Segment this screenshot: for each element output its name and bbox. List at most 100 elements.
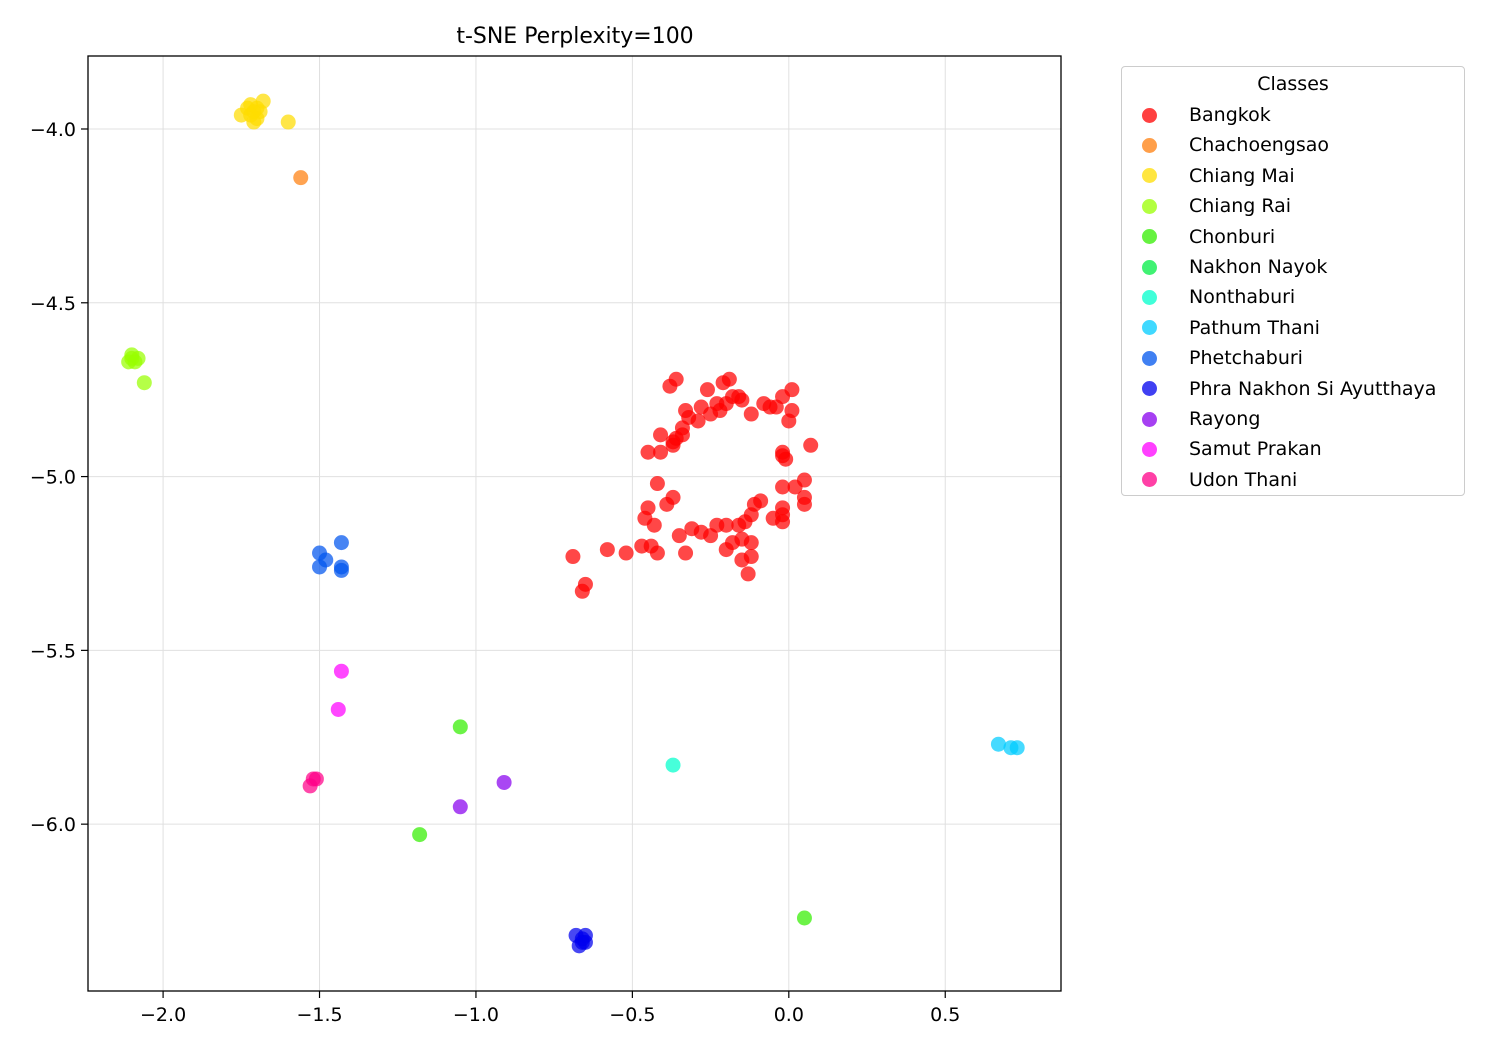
legend-label: Nakhon Nayok [1189,256,1328,278]
data-point [649,476,665,492]
x-tick-label: −2.0 [140,1004,186,1026]
data-point [565,549,581,565]
data-point [671,528,687,544]
data-point [796,910,812,926]
legend-item: Phetchaburi [1142,344,1303,372]
data-point [312,559,328,575]
data-point [674,420,690,436]
legend-marker [1142,198,1157,214]
data-point [781,413,797,429]
legend-marker [1142,350,1157,366]
data-point [775,448,791,464]
legend-item: Rayong [1142,405,1260,433]
data-point [1009,740,1025,756]
legend-label: Rayong [1189,408,1261,430]
legend-marker [1142,441,1157,457]
data-point [255,93,271,109]
data-point [768,399,784,415]
legend-marker [1142,289,1157,305]
data-point [333,535,349,551]
data-point [136,375,152,391]
data-point [775,479,791,495]
data-point [649,545,665,561]
legend-item: Udon Thani [1142,466,1297,494]
x-tick-label: −1.0 [453,1004,499,1026]
data-point [665,437,681,453]
legend-label: Chiang Rai [1189,195,1292,218]
data-point [333,562,349,578]
data-point [302,778,318,794]
legend-label: Udon Thani [1189,468,1298,491]
data-point [452,719,468,735]
legend-marker [1142,168,1157,184]
data-point [740,566,756,582]
data-point [646,517,662,533]
y-tick-label: −4.0 [30,119,76,141]
data-point [618,545,634,561]
data-point [599,542,615,558]
data-point [653,427,669,443]
legend-label: Bangkok [1189,104,1271,126]
data-point [753,493,769,509]
data-point [796,496,812,512]
data-point [731,517,747,533]
legend-item: Nakhon Nayok [1142,253,1327,281]
legend-item: Chachoengsao [1142,131,1329,159]
legend: Classes Bangkok Chachoengsao Chiang Mai Chi… [1121,66,1465,496]
y-tick-label: −6.0 [30,814,76,836]
data-point [775,514,791,530]
data-point [743,406,759,422]
x-axis-ticks: −2.0 −1.5 −1.0 −0.5 0.0 0.5 [140,991,960,1026]
legend-marker [1142,107,1157,123]
y-tick-label: −4.5 [30,293,76,315]
legend-label: Nonthaburi [1189,286,1296,309]
data-point [784,382,800,398]
data-point [280,114,296,130]
legend-marker [1142,472,1157,488]
legend-label: Phetchaburi [1189,347,1303,370]
legend-title: Classes [1257,73,1329,95]
data-point [243,107,259,123]
data-point [574,934,590,950]
data-point [124,350,140,366]
legend-label: Chiang Mai [1189,164,1295,187]
data-point [653,444,669,460]
data-point [293,170,309,186]
data-point [496,774,512,790]
data-point [412,827,428,843]
data-point [699,382,715,398]
legend-item: Nonthaburi [1142,283,1295,311]
y-tick-label: −5.0 [30,467,76,489]
legend-item: Samut Prakan [1142,435,1322,463]
data-point [734,392,750,408]
legend-marker [1142,411,1157,427]
data-point [678,545,694,561]
legend-item: Pathum Thani [1142,314,1320,342]
legend-marker [1142,259,1157,275]
y-axis-ticks: −4.0 −4.5 −5.0 −5.5 −6.0 [30,119,88,836]
grid [88,56,1061,991]
legend-item: Chiang Rai [1142,192,1291,220]
data-point [330,701,346,717]
legend-marker [1142,381,1157,397]
legend-item: Chiang Mai [1142,162,1295,190]
x-tick-label: 0.5 [930,1004,960,1026]
y-tick-label: −5.5 [30,640,76,662]
legend-label: Chachoengsao [1189,134,1330,157]
legend-marker [1142,137,1157,153]
x-tick-label: −0.5 [609,1004,655,1026]
x-tick-label: 0.0 [774,1004,804,1026]
data-point [690,413,706,429]
legend-item: Phra Nakhon Si Ayutthaya [1142,375,1436,403]
legend-label: Chonburi [1189,225,1276,248]
data-point [734,552,750,568]
data-point [796,472,812,488]
data-point [333,663,349,679]
legend-item: Bangkok [1142,101,1271,129]
data-point [665,757,681,773]
data-points [121,93,1025,954]
x-tick-label: −1.5 [296,1004,342,1026]
legend-label: Samut Prakan [1189,438,1322,461]
data-point [640,444,656,460]
